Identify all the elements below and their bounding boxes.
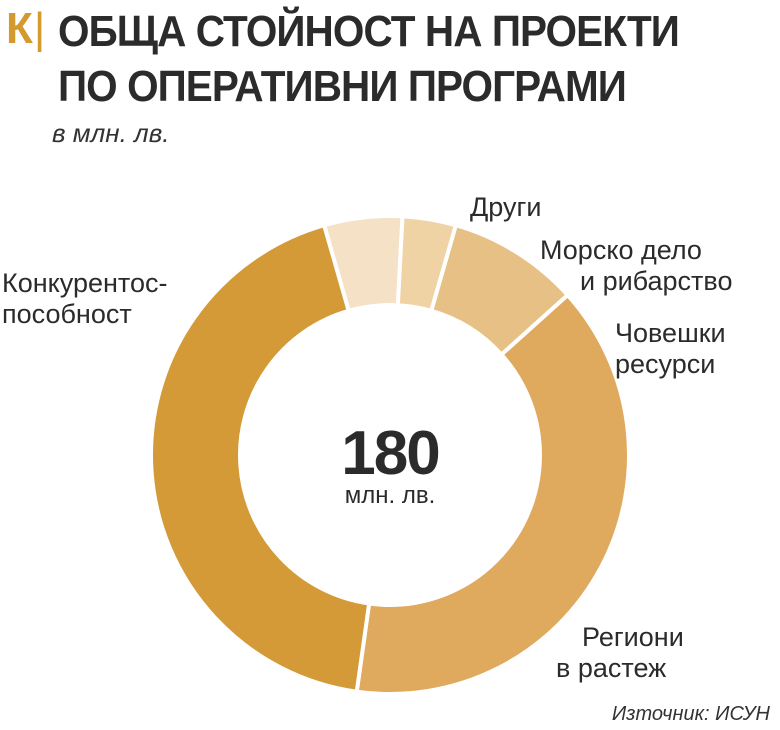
- center-unit: млн. лв.: [344, 482, 436, 509]
- slice-label-line-2: в растеж: [556, 653, 667, 683]
- label-choveshki-resursi: Човешки ресурси: [615, 318, 726, 380]
- slice-label: Други: [470, 192, 542, 222]
- donut-slice-4: [149, 222, 372, 694]
- slice-label-line-1: Конкурентос-: [2, 268, 168, 298]
- brand-letter: К: [6, 4, 33, 53]
- slice-label-line-2: пособност: [2, 299, 132, 329]
- chart-subtitle: в млн. лв.: [52, 118, 170, 148]
- source-note: Източник: ИСУН: [611, 703, 770, 725]
- label-konkurentosposobnost: Конкурентос- пособност: [2, 268, 167, 330]
- center-total: 180: [341, 419, 440, 488]
- chart-title: ОБЩА СТОЙНОСТ НА ПРОЕКТИ ПО ОПЕРАТИВНИ П…: [58, 4, 680, 114]
- brand-logo: К|: [6, 4, 45, 54]
- brand-bar: |: [33, 4, 45, 53]
- title-line-2: ПО ОПЕРАТИВНИ ПРОГРАМИ: [58, 62, 627, 111]
- label-drugi: Други: [470, 192, 541, 223]
- slice-label-line-2: и рибарство: [580, 266, 733, 296]
- slice-label-line-2: ресурси: [615, 349, 716, 379]
- label-regioni: Региони в растеж: [556, 622, 684, 684]
- slice-label-line-1: Човешки: [615, 318, 726, 348]
- donut-slice-3: [354, 292, 631, 696]
- title-line-1: ОБЩА СТОЙНОСТ НА ПРОЕКТИ: [58, 7, 680, 56]
- slice-label-line-1: Региони: [582, 622, 684, 652]
- label-morsko-delo: Морско дело и рибарство: [540, 235, 732, 297]
- slice-label-line-1: Морско дело: [540, 235, 702, 265]
